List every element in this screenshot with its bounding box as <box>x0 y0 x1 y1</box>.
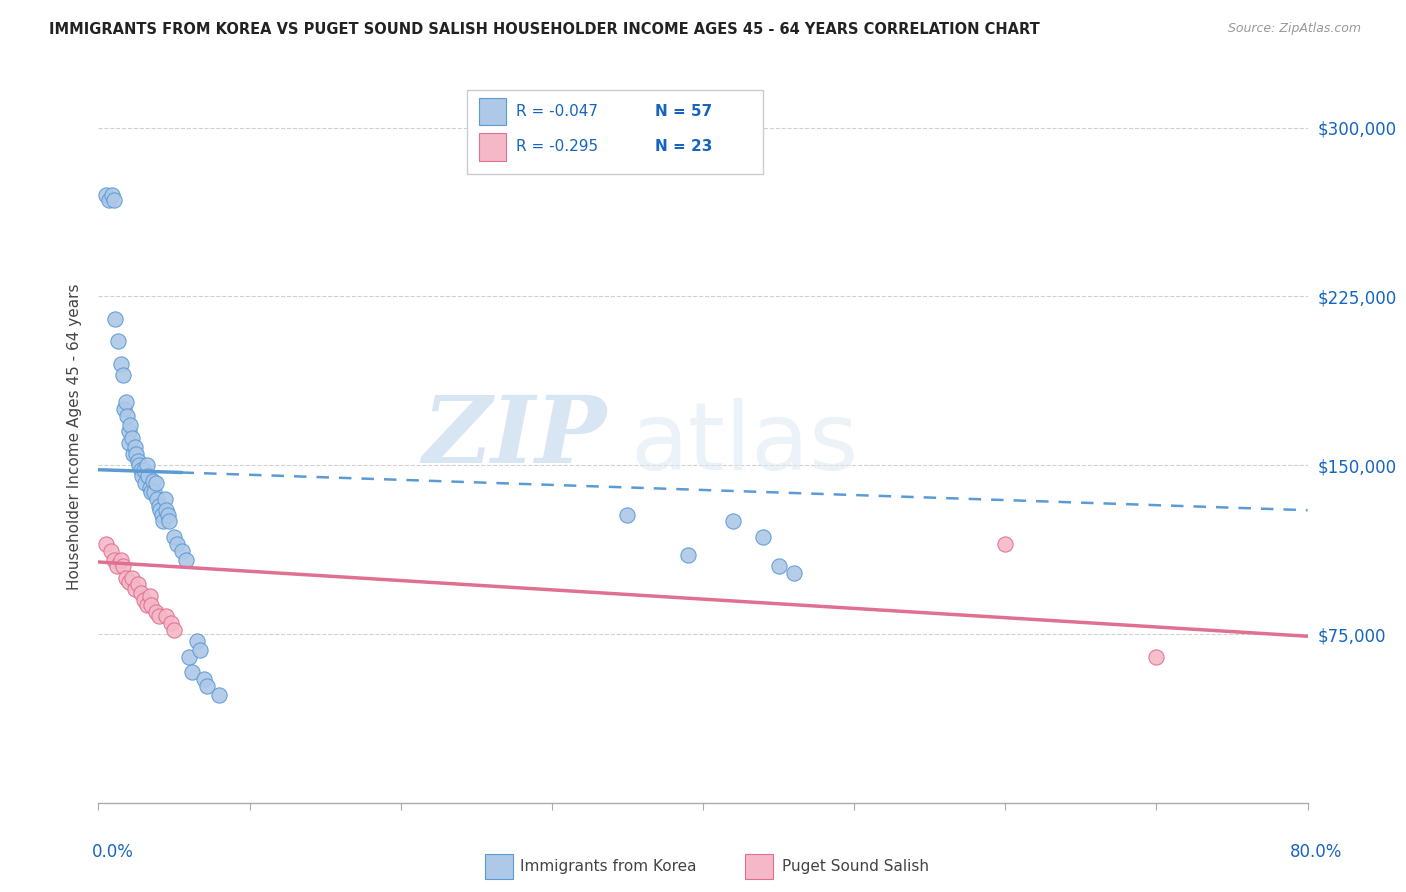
FancyBboxPatch shape <box>479 98 506 126</box>
Point <box>141 485 163 500</box>
Point <box>121 431 143 445</box>
Point <box>145 605 167 619</box>
Point <box>160 615 183 630</box>
Point <box>156 508 179 522</box>
Point <box>124 440 146 454</box>
Point <box>994 537 1017 551</box>
Point <box>186 633 208 648</box>
Point <box>146 491 169 506</box>
Text: Immigrants from Korea: Immigrants from Korea <box>520 859 697 873</box>
Point <box>94 537 117 551</box>
Point <box>139 481 162 495</box>
Text: Puget Sound Salish: Puget Sound Salish <box>782 859 929 873</box>
Text: ZIP: ZIP <box>422 392 606 482</box>
Point <box>122 447 145 461</box>
Point <box>94 188 117 202</box>
Point <box>131 469 153 483</box>
Point <box>150 508 173 522</box>
Point <box>127 577 149 591</box>
Point <box>193 672 215 686</box>
Point <box>1144 649 1167 664</box>
Point <box>616 508 638 522</box>
Point <box>120 417 142 432</box>
Point <box>115 409 138 423</box>
Point <box>783 566 806 581</box>
Point <box>124 582 146 596</box>
Point <box>170 543 193 558</box>
Point <box>145 476 167 491</box>
Point <box>179 649 201 664</box>
Point <box>181 665 204 680</box>
Point <box>100 543 122 558</box>
Point <box>129 586 152 600</box>
Point <box>114 395 136 409</box>
Point <box>166 537 188 551</box>
Point <box>163 530 186 544</box>
Point <box>112 401 135 416</box>
Point <box>118 575 141 590</box>
Point <box>676 548 699 562</box>
Point <box>155 503 177 517</box>
Point <box>101 188 124 202</box>
Point <box>111 559 134 574</box>
Y-axis label: Householder Income Ages 45 - 64 years: Householder Income Ages 45 - 64 years <box>66 284 82 591</box>
Point <box>159 515 181 529</box>
Point <box>134 476 156 491</box>
Text: IMMIGRANTS FROM KOREA VS PUGET SOUND SALISH HOUSEHOLDER INCOME AGES 45 - 64 YEAR: IMMIGRANTS FROM KOREA VS PUGET SOUND SAL… <box>49 22 1040 37</box>
Text: 80.0%: 80.0% <box>1291 843 1343 861</box>
Point <box>128 458 150 473</box>
Point <box>136 469 159 483</box>
Point <box>110 553 132 567</box>
Text: N = 57: N = 57 <box>655 104 711 120</box>
Point <box>135 458 157 473</box>
Point <box>152 515 174 529</box>
Text: Source: ZipAtlas.com: Source: ZipAtlas.com <box>1227 22 1361 36</box>
Point <box>118 425 141 439</box>
Text: R = -0.295: R = -0.295 <box>516 139 598 154</box>
Point <box>139 589 162 603</box>
Point <box>111 368 134 383</box>
FancyBboxPatch shape <box>467 90 763 174</box>
Text: atlas: atlas <box>630 399 859 491</box>
Point <box>104 312 127 326</box>
Point <box>135 598 157 612</box>
Point <box>127 453 149 467</box>
Point <box>752 530 775 544</box>
Point <box>141 598 163 612</box>
Point <box>125 447 148 461</box>
Point <box>143 485 166 500</box>
Point <box>148 609 170 624</box>
Point <box>114 571 136 585</box>
Point <box>142 474 165 488</box>
Point <box>103 553 125 567</box>
Point <box>208 688 231 702</box>
Text: R = -0.047: R = -0.047 <box>516 104 598 120</box>
Point <box>121 571 143 585</box>
Point <box>188 642 211 657</box>
Point <box>149 503 172 517</box>
Point <box>105 559 128 574</box>
Point <box>107 334 129 349</box>
Point <box>118 435 141 450</box>
Point <box>163 623 186 637</box>
FancyBboxPatch shape <box>479 133 506 161</box>
Point <box>155 609 177 624</box>
Text: N = 23: N = 23 <box>655 139 711 154</box>
Point <box>148 499 170 513</box>
Point <box>98 193 121 207</box>
Point <box>195 679 218 693</box>
Point <box>768 559 790 574</box>
Point <box>174 553 197 567</box>
Point <box>129 463 152 477</box>
Text: 0.0%: 0.0% <box>91 843 134 861</box>
Point <box>153 491 176 506</box>
Point <box>723 515 745 529</box>
Point <box>103 193 125 207</box>
Point <box>132 593 155 607</box>
Point <box>110 357 132 371</box>
Point <box>132 463 155 477</box>
